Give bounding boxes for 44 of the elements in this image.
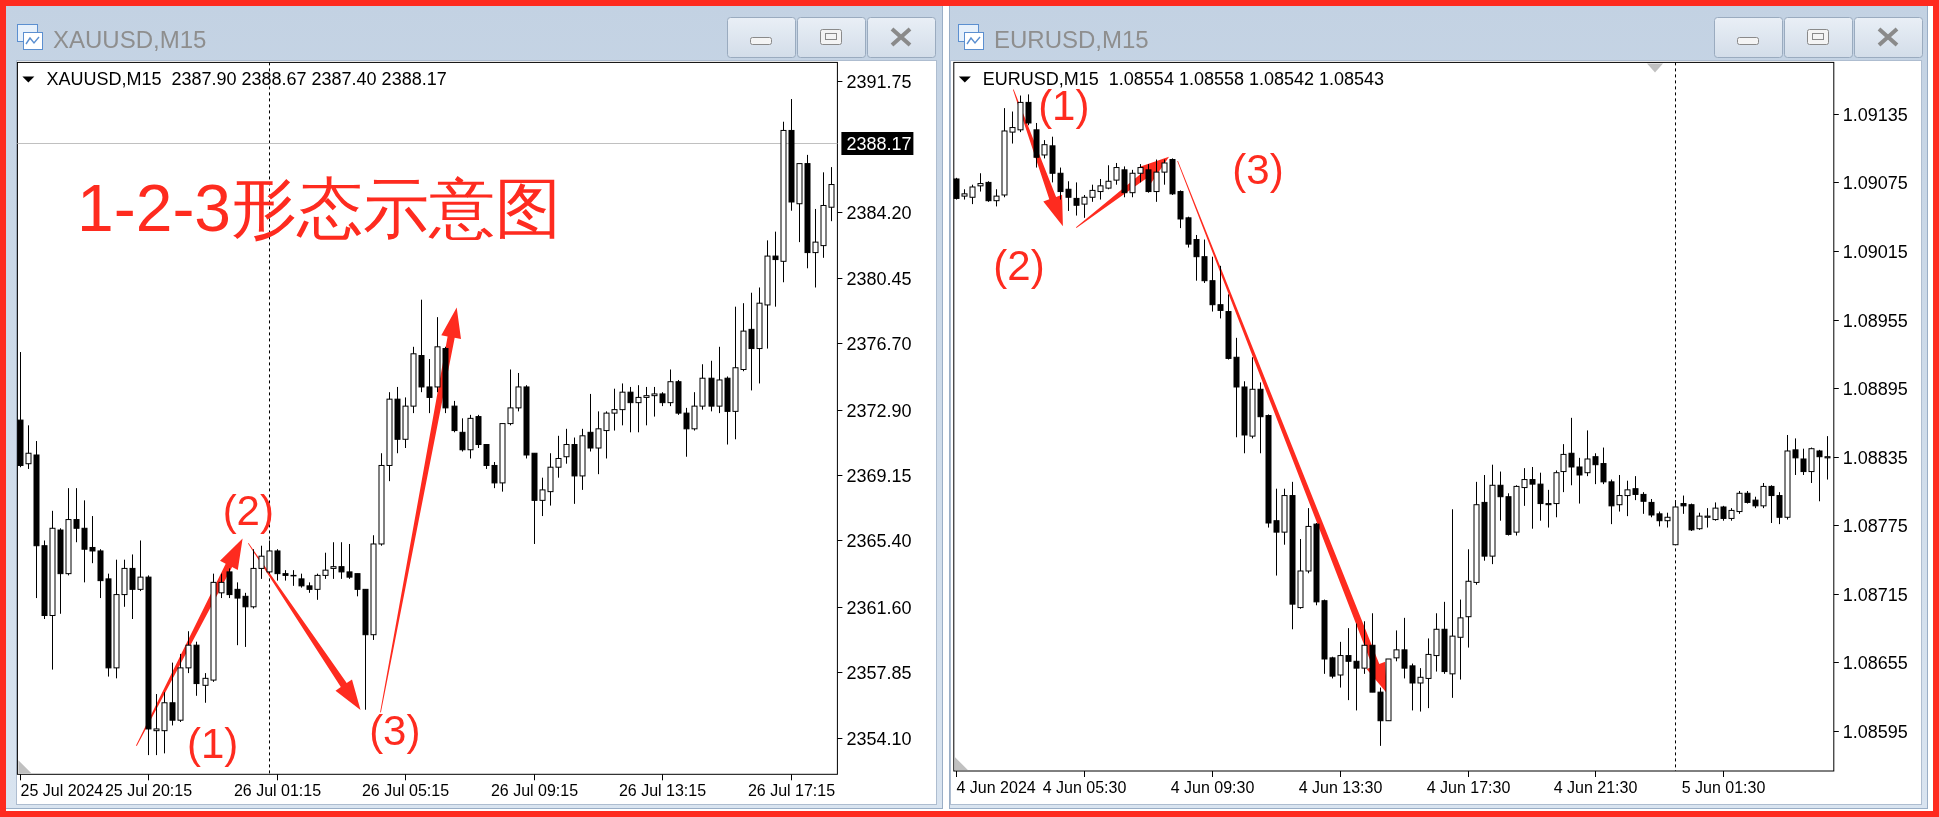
text: 25 Jul 2024: [20, 782, 104, 800]
y-tick-label: 1.09075: [1842, 172, 1908, 193]
text: 4 Jun 2024: [956, 779, 1036, 796]
y-tick-label: 2391.75: [846, 71, 912, 92]
annotation: (2): [222, 486, 274, 534]
x-tick-label: 4 Jun 09:30: [1170, 779, 1255, 796]
y-tick-label: 1.08715: [1842, 584, 1908, 605]
y-tick-label: 2380.45: [846, 268, 912, 289]
annotation: (2): [993, 241, 1045, 289]
annotation: (3): [369, 707, 421, 755]
y-tick-label: 2354.10: [846, 728, 912, 749]
y-tick-label: 1.08835: [1842, 447, 1908, 468]
y-tick-label: 1.09135: [1842, 104, 1908, 125]
y-tick-label: 2372.90: [846, 400, 912, 421]
chart-subtitle: XAUUSD,M15 2387.90 2388.67 2387.40 2388.17: [46, 69, 447, 90]
annotation: (3): [1232, 146, 1284, 194]
y-tick-label: 1.08595: [1842, 721, 1908, 742]
x-tick-label: 4 Jun 13:30: [1298, 779, 1383, 796]
y-tick-label: 2369.15: [846, 465, 912, 486]
x-tick-label: 26 Jul 05:15: [361, 782, 450, 800]
y-tick-label: 1.08895: [1842, 378, 1908, 399]
chart-title: EURUSD,M15: [994, 26, 1149, 53]
annotation: (1): [186, 719, 239, 767]
y-tick-label: 2376.70: [846, 333, 912, 354]
y-tick-label: 2357.85: [846, 662, 912, 683]
x-tick-label: 26 Jul 17:15: [747, 782, 836, 800]
y-tick-label: 1.08955: [1842, 310, 1908, 331]
x-tick-label: 4 Jun 21:30: [1553, 779, 1638, 796]
x-tick-label: 26 Jul 09:15: [490, 782, 579, 800]
y-tick-label: 1.08655: [1842, 652, 1908, 673]
y-tick-label: 1.09015: [1842, 241, 1908, 262]
chart-title: XAUUSD,M15: [53, 26, 207, 53]
x-tick-label: 4 Jun 05:30: [1042, 779, 1127, 796]
y-tick-label: 2361.60: [846, 597, 912, 618]
ref-line-label: 2388.17: [846, 133, 912, 154]
y-tick-label: 2365.40: [846, 530, 912, 551]
x-tick-label: 5 Jun 01:30: [1681, 779, 1766, 796]
y-tick-label: 2384.20: [846, 202, 912, 223]
x-tick-label: 26 Jul 13:15: [618, 782, 707, 800]
y-tick-label: 1.08775: [1842, 515, 1908, 536]
x-tick-label: 25 Jul 20:15: [104, 782, 193, 800]
annotation: 1-2-3形态示意图: [77, 171, 562, 245]
x-tick-label: 26 Jul 01:15: [233, 782, 322, 800]
x-tick-label: 4 Jun 17:30: [1426, 779, 1511, 796]
